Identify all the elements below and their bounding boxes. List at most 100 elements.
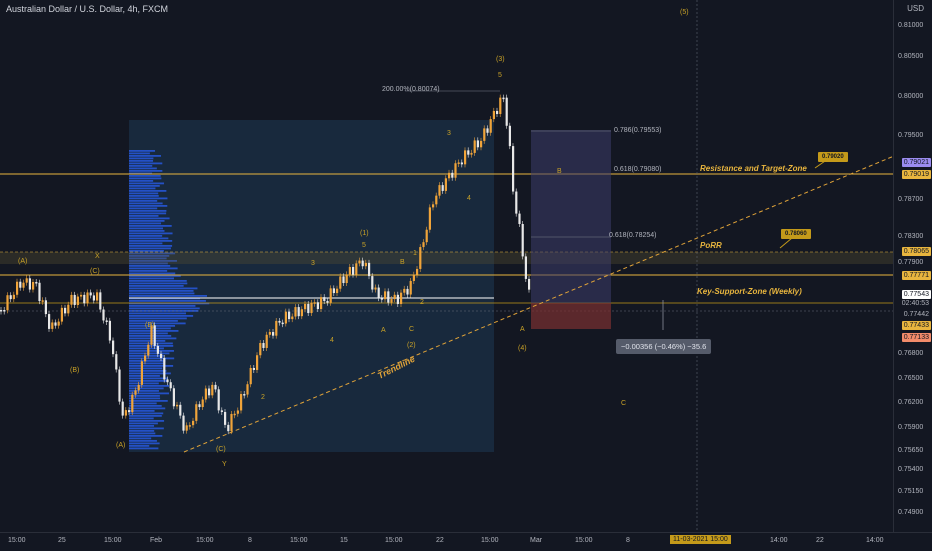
candle	[35, 282, 38, 284]
candle	[240, 394, 243, 411]
candle	[102, 309, 105, 321]
price-scale[interactable]: USD 0.81000 0.80500 0.80000 0.79500 0.78700 0…	[893, 0, 932, 532]
volume-profile-bar	[129, 295, 207, 297]
volume-profile-bar	[129, 350, 174, 352]
volume-profile-bar	[129, 447, 159, 450]
volume-profile-bar	[129, 412, 164, 415]
candle	[86, 292, 89, 304]
time-axis-label: 22	[816, 537, 824, 544]
candle	[153, 325, 156, 346]
volume-profile-bar	[129, 337, 177, 340]
candle	[304, 303, 307, 310]
candle	[44, 300, 47, 315]
candle	[236, 410, 239, 414]
volume-profile-bar	[129, 237, 169, 240]
candle	[76, 296, 79, 305]
volume-profile-bar	[129, 377, 169, 380]
volume-profile-bar	[129, 225, 172, 227]
volume-profile-bar	[129, 175, 161, 177]
volume-profile-bar	[129, 227, 164, 230]
candle	[192, 420, 195, 426]
volume-profile-bar	[129, 440, 157, 442]
price-tag: 02:40:53	[899, 299, 931, 308]
time-axis-label: 15:00	[104, 537, 122, 544]
price-axis-label: 0.75650	[898, 447, 924, 454]
candle	[512, 146, 515, 192]
candle	[195, 404, 198, 421]
price-tag: 0.77543	[901, 290, 931, 299]
wave-label: C	[409, 326, 415, 333]
price-tag: 0.78065	[901, 247, 931, 256]
volume-profile-bar	[129, 262, 168, 265]
volume-profile-bar	[129, 305, 196, 307]
candle	[41, 300, 44, 302]
candle	[281, 322, 284, 325]
wave-label: 2	[261, 394, 265, 401]
volume-profile-bar	[129, 162, 163, 165]
candle	[400, 292, 403, 304]
time-axis-label: 15	[340, 537, 348, 544]
price-tag: 0.77771	[901, 271, 931, 280]
flag2-pointer	[779, 237, 793, 249]
wave-label: 5	[362, 242, 366, 249]
volume-profile-bar	[129, 200, 158, 202]
candle	[528, 278, 531, 290]
wave-label: A	[520, 326, 525, 333]
candle	[163, 357, 166, 380]
candle	[419, 247, 422, 269]
volume-profile-bar	[129, 157, 154, 160]
volume-profile-bar	[129, 217, 170, 220]
wave-label: (2)	[407, 342, 416, 349]
candle	[150, 325, 153, 345]
price-axis-label: 0.76500	[898, 375, 924, 382]
time-axis-label: 25	[58, 537, 66, 544]
volume-profile-bar	[129, 230, 165, 232]
candle	[60, 307, 63, 322]
candle	[124, 410, 127, 416]
wave-label: (C)	[90, 268, 100, 275]
wave-label: C	[621, 400, 627, 407]
volume-profile-bar	[129, 165, 153, 167]
volume-profile-bar	[129, 397, 161, 400]
time-axis-label: 22	[436, 537, 444, 544]
candle	[502, 97, 505, 100]
wave-label: 5	[498, 72, 502, 79]
price-tag: 0.77442	[901, 310, 931, 319]
volume-profile-bar	[129, 422, 158, 425]
candle	[272, 332, 275, 336]
candle	[352, 267, 355, 275]
candle	[131, 394, 134, 413]
price-axis-label: 0.76200	[898, 399, 924, 406]
volume-profile-bar	[129, 405, 162, 407]
price-axis-label: 0.78700	[898, 196, 924, 203]
volume-profile-bar	[129, 310, 199, 312]
candle	[204, 388, 207, 400]
candle	[166, 379, 169, 383]
resistance-label: Resistance and Target-Zone	[700, 164, 807, 173]
wave-label: (B)	[145, 322, 155, 329]
wave-label: (1)	[360, 230, 369, 237]
candle	[176, 404, 179, 407]
volume-profile-bar	[129, 207, 158, 210]
candle	[265, 334, 268, 348]
volume-profile-bar	[129, 150, 156, 152]
volume-profile-bar	[129, 335, 172, 337]
volume-profile-bars	[129, 150, 210, 450]
candle	[348, 267, 351, 275]
volume-profile-bar	[129, 375, 160, 377]
candle	[227, 424, 230, 432]
candle	[355, 263, 358, 275]
volume-profile-bar	[129, 215, 159, 217]
volume-profile-bar	[129, 265, 171, 267]
wave-label: (A)	[116, 442, 126, 449]
volume-profile-bar	[129, 367, 163, 370]
volume-profile-bar	[129, 247, 171, 250]
currency-label: USD	[907, 4, 924, 13]
wave-label: Y	[222, 461, 227, 468]
time-scale[interactable]: 15:00 25 15:00 Feb 15:00 8 15:00 15 15:00 22 15:00…	[0, 532, 932, 551]
volume-profile-bar	[129, 357, 175, 360]
volume-profile-bar	[129, 222, 162, 225]
candle	[9, 295, 12, 300]
volume-profile-bar	[129, 362, 165, 365]
